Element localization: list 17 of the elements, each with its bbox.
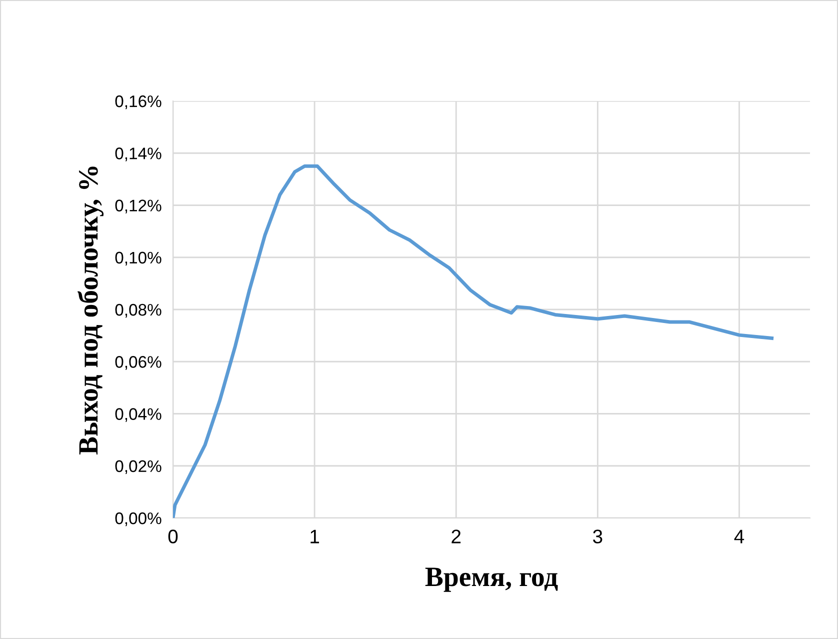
x-tick-label: 2 xyxy=(452,530,461,544)
y-tick-label: 0,10% xyxy=(115,252,162,266)
y-tick-label: 0,02% xyxy=(115,460,162,474)
x-tick-label: 3 xyxy=(593,530,602,544)
x-tick-label: 1 xyxy=(310,530,320,544)
x-tick-label: 0 xyxy=(168,530,178,544)
y-tick-label: 0,14% xyxy=(115,148,162,162)
x-tick-label: 4 xyxy=(734,530,744,544)
y-axis-title: Выход под оболочку, % xyxy=(78,166,104,455)
line-series xyxy=(173,164,774,518)
y-tick-label: 0,12% xyxy=(115,200,162,214)
y-tick-label: 0,04% xyxy=(115,408,162,422)
y-tick-label: 0,16% xyxy=(115,95,162,110)
y-tick-label: 0,00% xyxy=(115,512,162,526)
x-axis-title: Время, год xyxy=(425,568,558,592)
y-tick-label: 0,08% xyxy=(115,304,162,318)
y-tick-label: 0,06% xyxy=(115,356,162,370)
